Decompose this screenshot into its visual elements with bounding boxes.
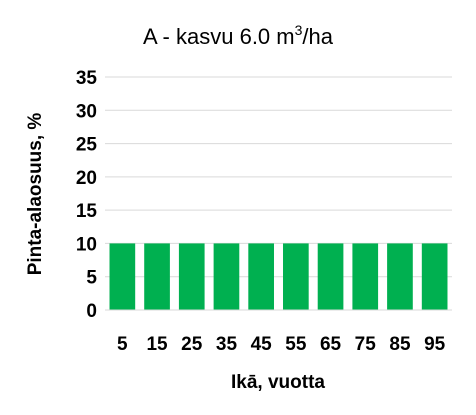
bar	[352, 243, 379, 310]
bar	[213, 243, 240, 310]
y-tick-label: 35	[76, 68, 98, 89]
y-tick-label: 15	[76, 201, 98, 222]
bar	[178, 243, 205, 310]
y-tick-label: 10	[76, 234, 97, 255]
bar	[248, 243, 274, 310]
x-tick-label: 85	[389, 334, 411, 355]
y-tick-label: 30	[76, 101, 97, 122]
chart-title-main: A - kasvu 6.0 m	[143, 24, 295, 49]
x-tick-label: 25	[181, 334, 203, 355]
x-tick-label: 45	[251, 334, 273, 355]
y-tick-label: 20	[76, 168, 97, 189]
bar	[283, 243, 309, 310]
chart-title-suffix: /ha	[302, 24, 333, 49]
y-axis-label: Pinta-alaosuus, %	[25, 113, 46, 276]
x-tick-label: 35	[216, 334, 238, 355]
x-axis-ticks: 5 15 25 35 45 55 65 75 85 95	[117, 334, 446, 355]
bar	[387, 243, 413, 310]
x-tick-label: 55	[285, 334, 307, 355]
bar	[317, 243, 344, 310]
chart-title-superscript: 3	[295, 22, 303, 38]
y-tick-label: 25	[76, 135, 98, 156]
y-tick-label: 0	[86, 301, 97, 322]
x-tick-label: 65	[320, 334, 342, 355]
bar	[421, 243, 448, 310]
bar	[144, 243, 170, 310]
y-axis-ticks: 0 5 10 15 20 25 30 35	[76, 68, 98, 322]
y-tick-label: 5	[86, 268, 97, 289]
chart-title: A - kasvu 6.0 m3/ha	[143, 22, 334, 49]
bar	[109, 243, 136, 310]
x-tick-label: 75	[355, 334, 377, 355]
x-tick-label: 95	[424, 334, 446, 355]
x-tick-label: 15	[146, 334, 168, 355]
x-tick-label: 5	[117, 334, 128, 355]
x-axis-label: Ikā, vuotta	[231, 372, 325, 393]
bars	[109, 243, 448, 310]
